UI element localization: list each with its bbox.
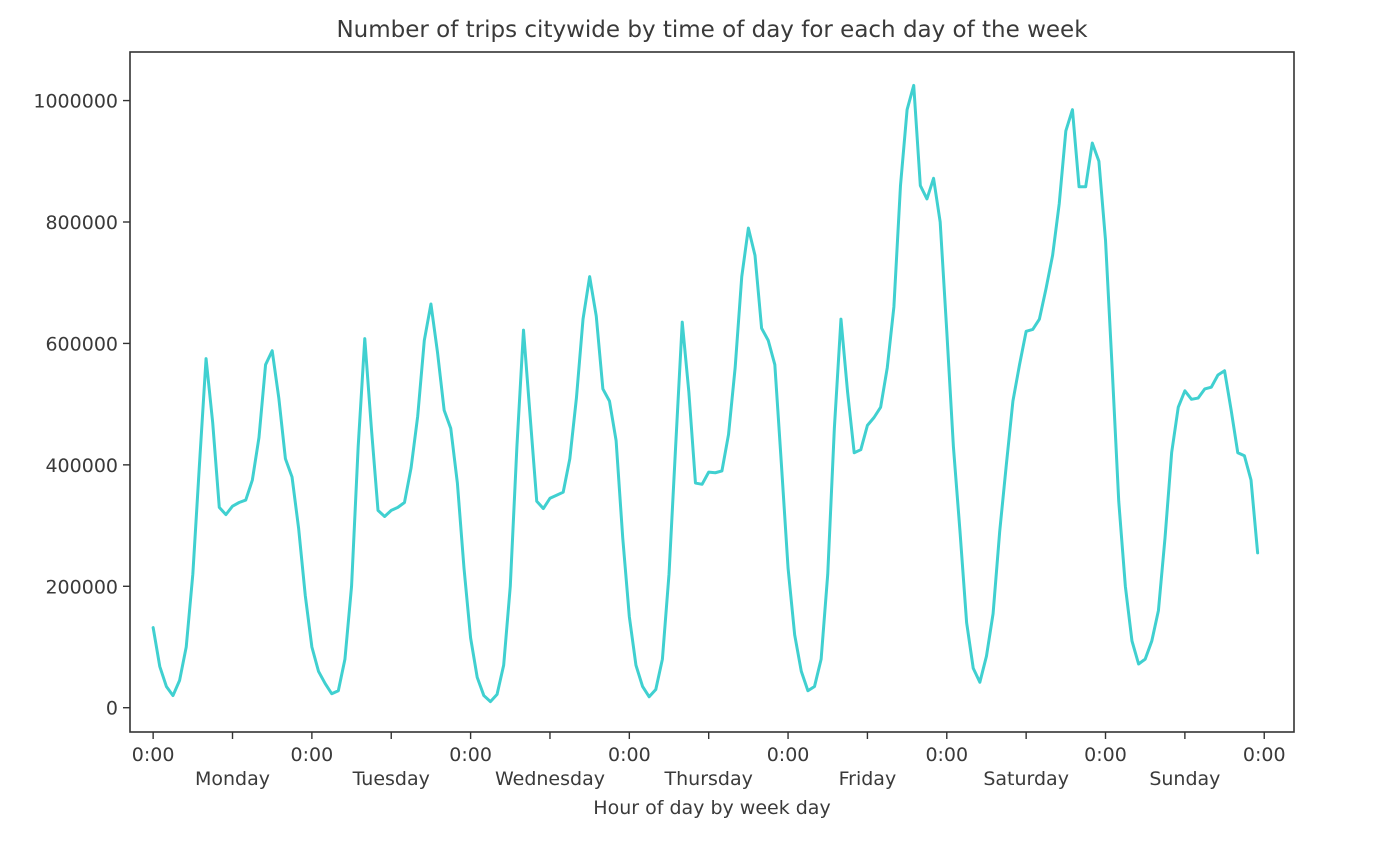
x-major-tick-label-2: 0:00 — [449, 744, 492, 766]
plot-frame — [129, 51, 1295, 733]
y-tick-label-0: 0 — [106, 698, 118, 720]
x-day-label-saturday: Saturday — [983, 768, 1069, 790]
x-axis-label: Hour of day by week day — [593, 797, 830, 819]
y-tick-label-2: 400000 — [45, 455, 118, 477]
x-day-label-tuesday: Tuesday — [352, 768, 430, 790]
x-major-tick-label-0: 0:00 — [132, 744, 175, 766]
y-tick-label-4: 800000 — [45, 212, 118, 234]
x-major-tick-label-5: 0:00 — [925, 744, 968, 766]
x-major-tick-label-6: 0:00 — [1084, 744, 1127, 766]
x-major-tick-label-1: 0:00 — [291, 744, 334, 766]
y-tick-label-5: 1000000 — [33, 91, 118, 113]
x-major-tick-label-7: 0:00 — [1243, 744, 1286, 766]
x-day-label-friday: Friday — [839, 768, 897, 790]
y-axis: 0 200000 400000 600000 800000 1000000 — [33, 91, 130, 720]
x-day-label-monday: Monday — [195, 768, 270, 790]
x-day-label-sunday: Sunday — [1149, 768, 1220, 790]
y-tick-label-3: 600000 — [45, 333, 118, 355]
series-line-trips — [151, 83, 1260, 704]
x-major-tick-label-3: 0:00 — [608, 744, 651, 766]
chart-title: Number of trips citywide by time of day … — [336, 17, 1088, 43]
x-day-label-thursday: Thursday — [664, 768, 753, 790]
x-axis: 0:00 0:00 0:00 0:00 0:00 0:00 0:00 0:00 Monday Tu… — [132, 732, 1286, 790]
x-major-tick-label-4: 0:00 — [767, 744, 810, 766]
y-tick-label-1: 200000 — [45, 576, 118, 598]
x-day-label-wednesday: Wednesday — [495, 768, 605, 790]
